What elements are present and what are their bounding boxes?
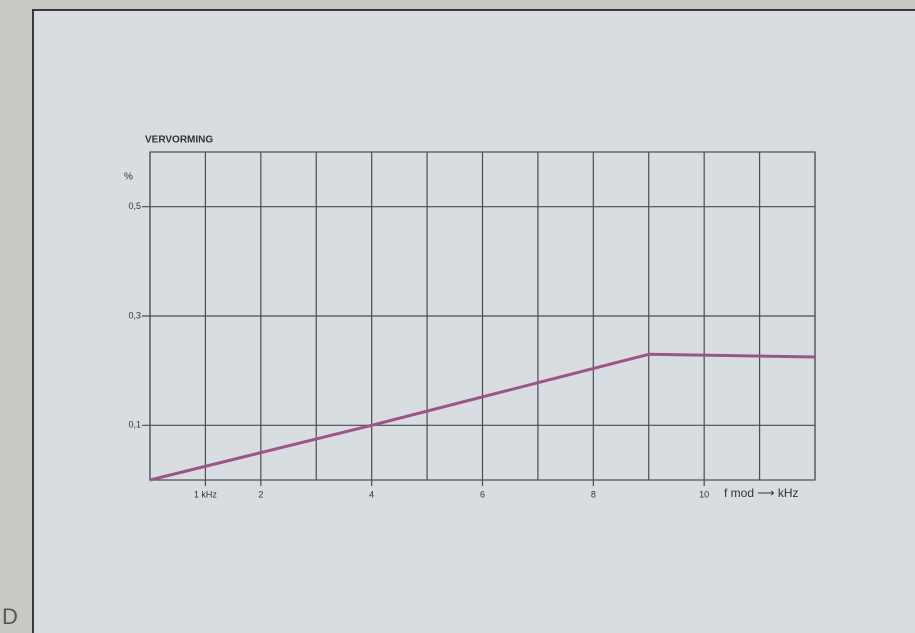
x-axis-label: f mod ⟶ kHz (724, 486, 799, 500)
panel (32, 9, 915, 633)
chart-title: VERVORMING (145, 135, 213, 146)
x-tick-label: 1 kHz (194, 489, 218, 499)
data-line (149, 352, 816, 482)
x-tick-label: 6 (480, 489, 485, 499)
y-tick-label: 0,3 (128, 310, 141, 320)
y-unit: % (124, 172, 133, 183)
y-tick-label: 0,1 (128, 420, 141, 430)
x-tick-label: 2 (258, 489, 263, 499)
x-tick-label: 10 (699, 489, 709, 499)
x-tick-label: 4 (369, 489, 374, 499)
figure-label: D (2, 604, 18, 629)
x-tick-label: 8 (591, 489, 596, 499)
y-tick-label: 0,5 (128, 201, 141, 211)
